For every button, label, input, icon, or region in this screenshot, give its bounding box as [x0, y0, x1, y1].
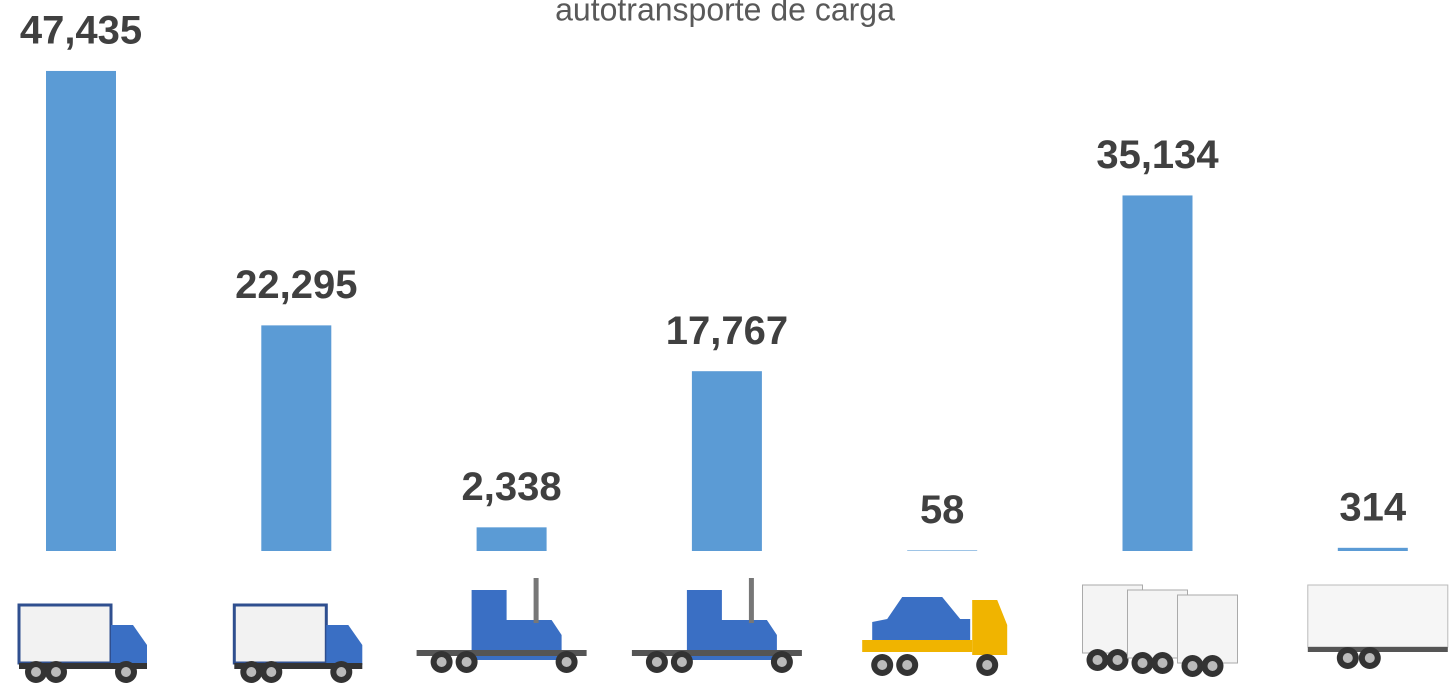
hub [1092, 655, 1103, 665]
bar [691, 371, 762, 551]
value-label: 22,295 [235, 263, 357, 307]
cargo-box [17, 603, 113, 665]
hub [1342, 653, 1353, 663]
chassis [631, 650, 802, 656]
value-label: 314 [1339, 485, 1406, 529]
hub [561, 657, 572, 667]
chassis [19, 663, 147, 669]
value-label: 47,435 [20, 9, 142, 53]
hub [436, 657, 447, 667]
stack [748, 578, 754, 623]
bar [261, 325, 332, 551]
vehicle-icon [232, 603, 363, 683]
value-label: 58 [920, 488, 965, 532]
hub [1364, 653, 1375, 663]
vehicle-icon [862, 597, 1008, 676]
hub [51, 667, 61, 677]
bar [907, 550, 978, 551]
value-label: 17,767 [666, 309, 788, 353]
vehicle-icon [1307, 584, 1449, 669]
hub [776, 657, 787, 667]
bar [1122, 195, 1193, 552]
hub [266, 667, 277, 677]
stack [533, 578, 539, 623]
vehicle-icon [1082, 584, 1238, 677]
chart-title: autotransporte de carga [555, 0, 895, 27]
vehicle-icon [416, 578, 587, 673]
chassis [234, 663, 363, 669]
hub [1207, 661, 1218, 671]
hub [1137, 658, 1148, 668]
bar [46, 70, 116, 552]
cab [326, 625, 363, 665]
vehicle-icon [631, 578, 802, 673]
trailer-box [1177, 594, 1238, 664]
cargo-box [232, 603, 328, 665]
cab [471, 590, 562, 660]
flatbed [862, 640, 973, 652]
hub [877, 660, 888, 670]
hub [676, 657, 687, 667]
cab [686, 590, 777, 660]
cab [972, 600, 1008, 655]
hub [246, 667, 257, 677]
car [872, 597, 971, 640]
hub [982, 660, 993, 670]
hub [1112, 655, 1123, 665]
hub [902, 660, 913, 670]
bar [1337, 547, 1408, 551]
trailer-box [1307, 584, 1449, 648]
hub [31, 667, 41, 677]
cab [111, 625, 147, 665]
value-label: 35,134 [1096, 133, 1219, 177]
hub [1187, 661, 1198, 671]
hub [121, 667, 131, 677]
bar [476, 527, 547, 551]
hub [651, 657, 662, 667]
chassis [416, 650, 587, 656]
chassis [1307, 647, 1448, 652]
vehicle-icon [17, 603, 147, 683]
hub [461, 657, 472, 667]
value-label: 2,338 [462, 465, 562, 509]
hub [336, 667, 347, 677]
hub [1157, 658, 1168, 668]
